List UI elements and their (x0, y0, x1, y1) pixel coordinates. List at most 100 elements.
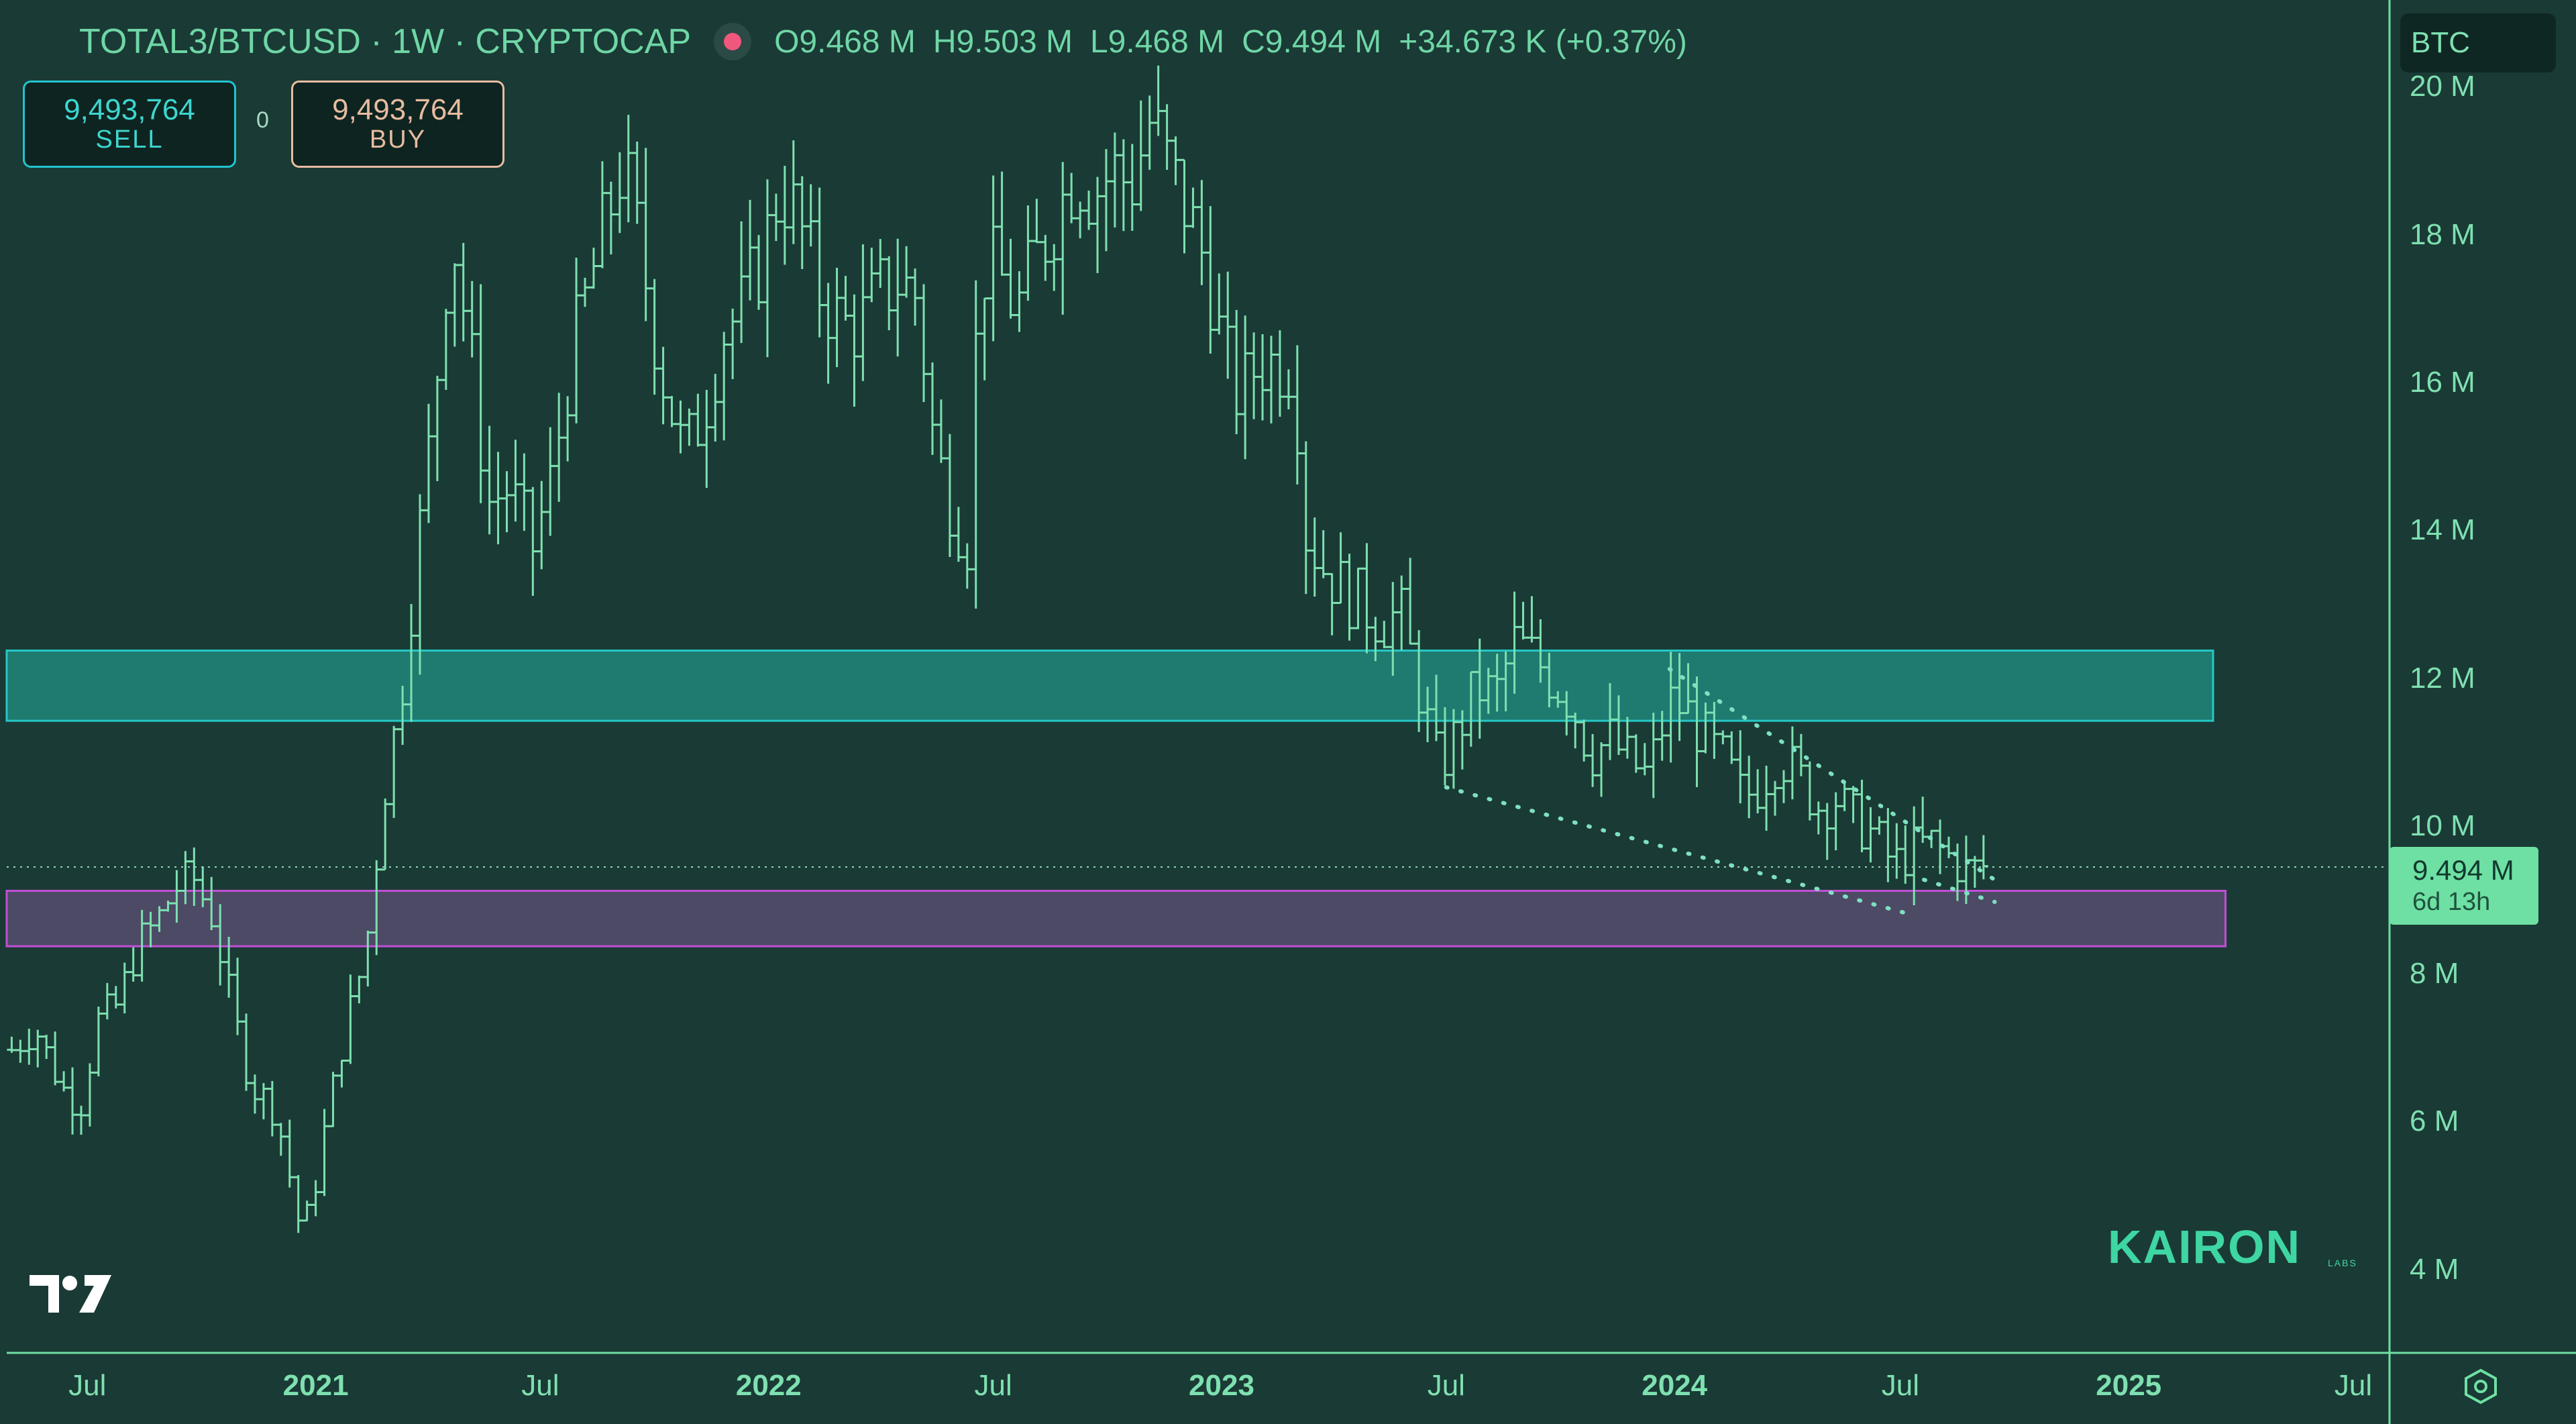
ohlc-bar (380, 798, 390, 871)
ohlc-bar (1778, 770, 1788, 803)
ohlc-bar (606, 181, 616, 255)
ohlc-bar (676, 400, 686, 454)
ohlc-bar (449, 263, 460, 347)
trendline-lower[interactable] (1444, 785, 1908, 915)
ohlc-bar (119, 962, 129, 1014)
x-tick-label: Jul (1427, 1369, 1465, 1402)
y-tick-label: 14 M (2410, 513, 2475, 547)
ohlc-bar (1805, 761, 1815, 821)
market-status-dot (714, 23, 752, 60)
ohlc-bar (875, 239, 885, 288)
ohlc-bar (919, 284, 929, 403)
ohlc-bar (293, 1174, 303, 1233)
ohlc-bar (737, 221, 747, 344)
ohlc-bar (797, 176, 807, 269)
support-zone[interactable] (5, 889, 2227, 948)
ohlc-bar (1205, 206, 1216, 354)
ohlc-bar (458, 242, 468, 342)
ohlc-bar (1118, 139, 1128, 232)
ohlc-bar (441, 309, 451, 391)
ohlc-bar (7, 1036, 17, 1053)
ohlc-bar (1718, 730, 1728, 745)
ohlc-bar (1640, 743, 1650, 776)
x-tick-label: Jul (1881, 1369, 1919, 1402)
ohlc-bar (276, 1123, 286, 1156)
ohlc-bar (1709, 702, 1719, 759)
ohlc-bar (423, 403, 433, 523)
ohlc-bar (1866, 807, 1876, 863)
ohlc-bar (1223, 271, 1233, 379)
settings-hexagon-icon[interactable] (2461, 1366, 2501, 1407)
ohlc-bar (1822, 803, 1832, 860)
sell-button[interactable]: 9,493,764 SELL (23, 81, 236, 168)
buy-price: 9,493,764 (332, 93, 464, 126)
trendline-lower-extension[interactable] (1922, 877, 1997, 904)
brand-logo: KAIRON (2108, 1221, 2302, 1273)
ohlc-bar (1483, 668, 1493, 714)
ohlc-bar (328, 1072, 338, 1127)
brand-logo-sub: LABS (2328, 1258, 2357, 1268)
tradingview-logo-icon[interactable] (27, 1268, 114, 1322)
ohlc-bar (111, 986, 121, 1009)
ohlc-bar (1266, 336, 1276, 424)
ohlc-bar (1605, 683, 1615, 760)
ohlc-bar (641, 148, 651, 321)
change-value: +34.673 K (+0.37%) (1399, 23, 1687, 60)
ohlc-bar (1336, 532, 1346, 604)
ohlc-bar (267, 1080, 277, 1137)
ohlc-bar (1344, 554, 1354, 641)
ohlc-bar (1093, 176, 1103, 274)
x-tick-label: 2023 (1189, 1369, 1254, 1402)
ohlc-bar (788, 140, 798, 244)
ohlc-bar (1423, 686, 1433, 743)
ohlc-bar (189, 847, 199, 906)
ohlc-bar (1179, 158, 1189, 254)
ohlc-bar (1144, 95, 1155, 170)
resistance-zone[interactable] (5, 649, 2214, 722)
ohlc-bar (493, 452, 503, 545)
ohlc-bar (1067, 172, 1077, 223)
ohlc-bar (988, 175, 998, 342)
ohlc-bar (1101, 149, 1111, 252)
ohlc-bar (302, 1200, 312, 1222)
ohlc-bar (1909, 806, 1919, 905)
y-tick-label: 18 M (2410, 217, 2475, 251)
x-tick-label: 2022 (735, 1369, 802, 1402)
ohlc-bar (15, 1039, 25, 1063)
ohlc-bar (667, 396, 677, 427)
ohlc-bar (1397, 575, 1407, 650)
ohlc-bar (128, 947, 138, 982)
ohlc-bar (537, 480, 547, 570)
buy-button[interactable]: 9,493,764 BUY (291, 81, 504, 168)
ohlc-bar (754, 235, 764, 310)
ohlc-bar (407, 604, 417, 722)
currency-selector[interactable]: BTC (2400, 13, 2556, 72)
ohlc-bar (867, 248, 877, 303)
ohlc-bar (936, 399, 946, 463)
ohlc-bar (172, 870, 182, 923)
ohlc-bar (1692, 676, 1702, 787)
ohlc-bar (1275, 330, 1285, 417)
ohlc-bar (1371, 617, 1381, 662)
ohlc-bar (1006, 238, 1016, 319)
ohlc-bar (511, 440, 521, 522)
ohlc-bar (1448, 709, 1458, 789)
ohlc-bar (1440, 707, 1450, 786)
y-tick-label: 10 M (2410, 809, 2475, 842)
ohlc-bar (215, 904, 225, 986)
ohlc-bar (85, 1063, 95, 1127)
symbol-title[interactable]: TOTAL3/BTCUSD · 1W · CRYPTOCAP (79, 22, 692, 61)
ohlc-bar (1527, 596, 1537, 643)
ohlc-bar (563, 396, 573, 462)
ohlc-bar (1579, 719, 1589, 762)
ohlc-bar (1379, 621, 1389, 648)
ohlc-bar (163, 901, 173, 912)
ohlc-bar (1258, 334, 1268, 421)
ohlc-bar (1839, 781, 1849, 811)
ohlc-bar (884, 256, 894, 331)
ohlc-bar (1197, 180, 1207, 285)
ohlc-bar (207, 876, 217, 930)
ohlc-bar (1848, 786, 1858, 823)
trendline-upper[interactable] (1667, 666, 1997, 882)
